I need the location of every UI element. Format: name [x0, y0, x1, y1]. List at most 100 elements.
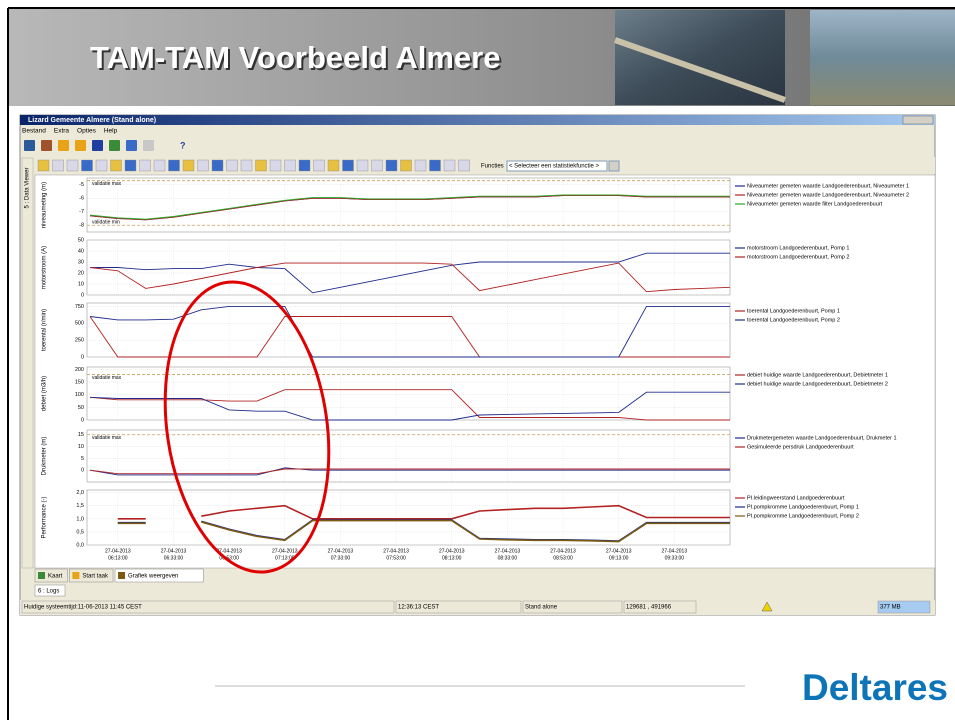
- legend-label: Niveaumeter gemeten waarde Landgoederenb…: [747, 192, 909, 198]
- panel-frame: [87, 240, 730, 295]
- y-tick-label: 15: [78, 432, 84, 438]
- toolbar-button[interactable]: [444, 160, 455, 171]
- legend-label: toerental Landgoederenbuurt, Pomp 2: [747, 317, 840, 323]
- menu-item[interactable]: Bestand: [22, 128, 46, 135]
- x-tick-date: 27-04-2013: [328, 548, 354, 554]
- menu-item[interactable]: Help: [104, 128, 118, 135]
- legend-label: Niveaumeter gemeten waarde filter Landgo…: [747, 201, 883, 207]
- x-tick-date: 27-04-2013: [383, 548, 409, 554]
- toolbar-button[interactable]: [111, 160, 122, 171]
- x-tick-time: 09:13:00: [609, 555, 629, 561]
- y-axis-label: Performance (-): [42, 496, 48, 538]
- functions-select-text: < Selecteer een statistiekfunctie >: [509, 164, 600, 170]
- tab-label: Start taak: [82, 574, 109, 580]
- header-photo: [810, 10, 955, 105]
- toolbar-button[interactable]: [38, 160, 49, 171]
- slide: TAM-TAM Voorbeeld Almere TAM-TAM Voorbee…: [0, 0, 955, 720]
- legend-label: PI.pompkromme Landgoederenbuurt, Pomp 2: [747, 513, 859, 519]
- toolbar-button[interactable]: [343, 160, 354, 171]
- y-tick-label: 5: [81, 456, 84, 462]
- x-tick-time: 06:13:00: [108, 555, 128, 561]
- y-tick-label: 500: [75, 321, 84, 327]
- toolbar-button[interactable]: [227, 160, 238, 171]
- y-tick-label: -6: [79, 196, 84, 202]
- toolbar-button[interactable]: [459, 160, 470, 171]
- x-tick-time: 08:13:00: [442, 555, 462, 561]
- toolbar-icon[interactable]: [92, 140, 103, 151]
- toolbar-button[interactable]: [415, 160, 426, 171]
- toolbar-icon[interactable]: [143, 140, 154, 151]
- toolbar-button[interactable]: [96, 160, 107, 171]
- toolbar-icon[interactable]: [126, 140, 137, 151]
- toolbar-button[interactable]: [169, 160, 180, 171]
- window-title: Lizard Gemeente Almere (Stand alone): [28, 117, 156, 124]
- toolbar-button[interactable]: [140, 160, 151, 171]
- toolbar-icon[interactable]: [24, 140, 35, 151]
- toolbar-icon[interactable]: [75, 140, 86, 151]
- legend-label: debiet huidige waarde Landgoederenbuurt,…: [747, 381, 888, 387]
- toolbar-icon[interactable]: [109, 140, 120, 151]
- side-tab[interactable]: 5 : Data Viewer: [25, 168, 31, 209]
- toolbar-icon[interactable]: [58, 140, 69, 151]
- toolbar-button[interactable]: [53, 160, 64, 171]
- legend-label: motorstroom Landgoederenbuurt, Pomp 1: [747, 245, 849, 251]
- tab-icon: [72, 572, 79, 579]
- select-arrow[interactable]: [609, 161, 619, 171]
- y-tick-label: 1,5: [76, 503, 84, 509]
- toolbar-button[interactable]: [270, 160, 281, 171]
- toolbar-button[interactable]: [386, 160, 397, 171]
- x-tick-time: 07:53:00: [386, 555, 406, 561]
- status-text: Huidige systeemtijd:11-06-2013 11:45 CES…: [24, 605, 142, 611]
- y-tick-label: -8: [79, 223, 84, 229]
- y-tick-label: 10: [78, 444, 84, 450]
- toolbar-button[interactable]: [285, 160, 296, 171]
- y-axis-label: niveaumeting (m): [42, 182, 48, 228]
- y-tick-label: -7: [79, 209, 84, 215]
- legend-label: Drukmetergemeten waarde Landgoederenbuur…: [747, 435, 897, 441]
- legend-label: PI.pompkromme Landgoederenbuurt, Pomp 1: [747, 504, 859, 510]
- x-tick-time: 09:33:00: [665, 555, 685, 561]
- toolbar-button[interactable]: [372, 160, 383, 171]
- y-tick-label: 0,5: [76, 529, 84, 535]
- toolbar-button[interactable]: [401, 160, 412, 171]
- menu-item[interactable]: Opties: [77, 128, 97, 135]
- legend-label: PI.leidingweerstand Landgoederenbuurt: [747, 495, 845, 501]
- status-text: Stand alone: [525, 605, 558, 611]
- toolbar-button[interactable]: [67, 160, 78, 171]
- title-bar: [20, 115, 935, 125]
- toolbar-button[interactable]: [125, 160, 136, 171]
- toolbar-button[interactable]: [328, 160, 339, 171]
- y-tick-label: 200: [75, 367, 84, 373]
- toolbar-button[interactable]: [430, 160, 441, 171]
- toolbar-button[interactable]: [212, 160, 223, 171]
- x-tick-date: 27-04-2013: [272, 548, 298, 554]
- y-axis-label: motorstroom (A): [42, 246, 48, 289]
- y-tick-label: 10: [78, 281, 84, 287]
- slide-title: TAM-TAM Voorbeeld Almere: [90, 40, 500, 75]
- y-tick-label: 1,0: [76, 516, 84, 522]
- legend-label: debiet huidige waarde Landgoederenbuurt,…: [747, 372, 888, 378]
- toolbar-button[interactable]: [256, 160, 267, 171]
- toolbar-button[interactable]: [357, 160, 368, 171]
- x-tick-time: 08:53:00: [553, 555, 573, 561]
- legend-label: toerental Landgoederenbuurt, Pomp 1: [747, 308, 840, 314]
- toolbar-button[interactable]: [198, 160, 209, 171]
- logo: Deltares: [802, 667, 948, 708]
- toolbar-button[interactable]: [154, 160, 165, 171]
- tab-label: Grafiek weergeven: [128, 574, 178, 580]
- window-controls[interactable]: [903, 116, 933, 124]
- x-tick-date: 27-04-2013: [606, 548, 632, 554]
- tab-icon: [118, 572, 125, 579]
- toolbar-icon[interactable]: [41, 140, 52, 151]
- logs-tab-label: 6 : Logs: [38, 589, 59, 595]
- y-axis-label: Drukmeter (m): [42, 437, 48, 476]
- help-icon[interactable]: ?: [180, 140, 186, 150]
- toolbar-button[interactable]: [183, 160, 194, 171]
- toolbar-button[interactable]: [82, 160, 93, 171]
- toolbar-button[interactable]: [314, 160, 325, 171]
- x-tick-date: 27-04-2013: [105, 548, 131, 554]
- toolbar-button[interactable]: [299, 160, 310, 171]
- toolbar-button[interactable]: [241, 160, 252, 171]
- y-tick-label: 250: [75, 338, 84, 344]
- menu-item[interactable]: Extra: [54, 128, 70, 135]
